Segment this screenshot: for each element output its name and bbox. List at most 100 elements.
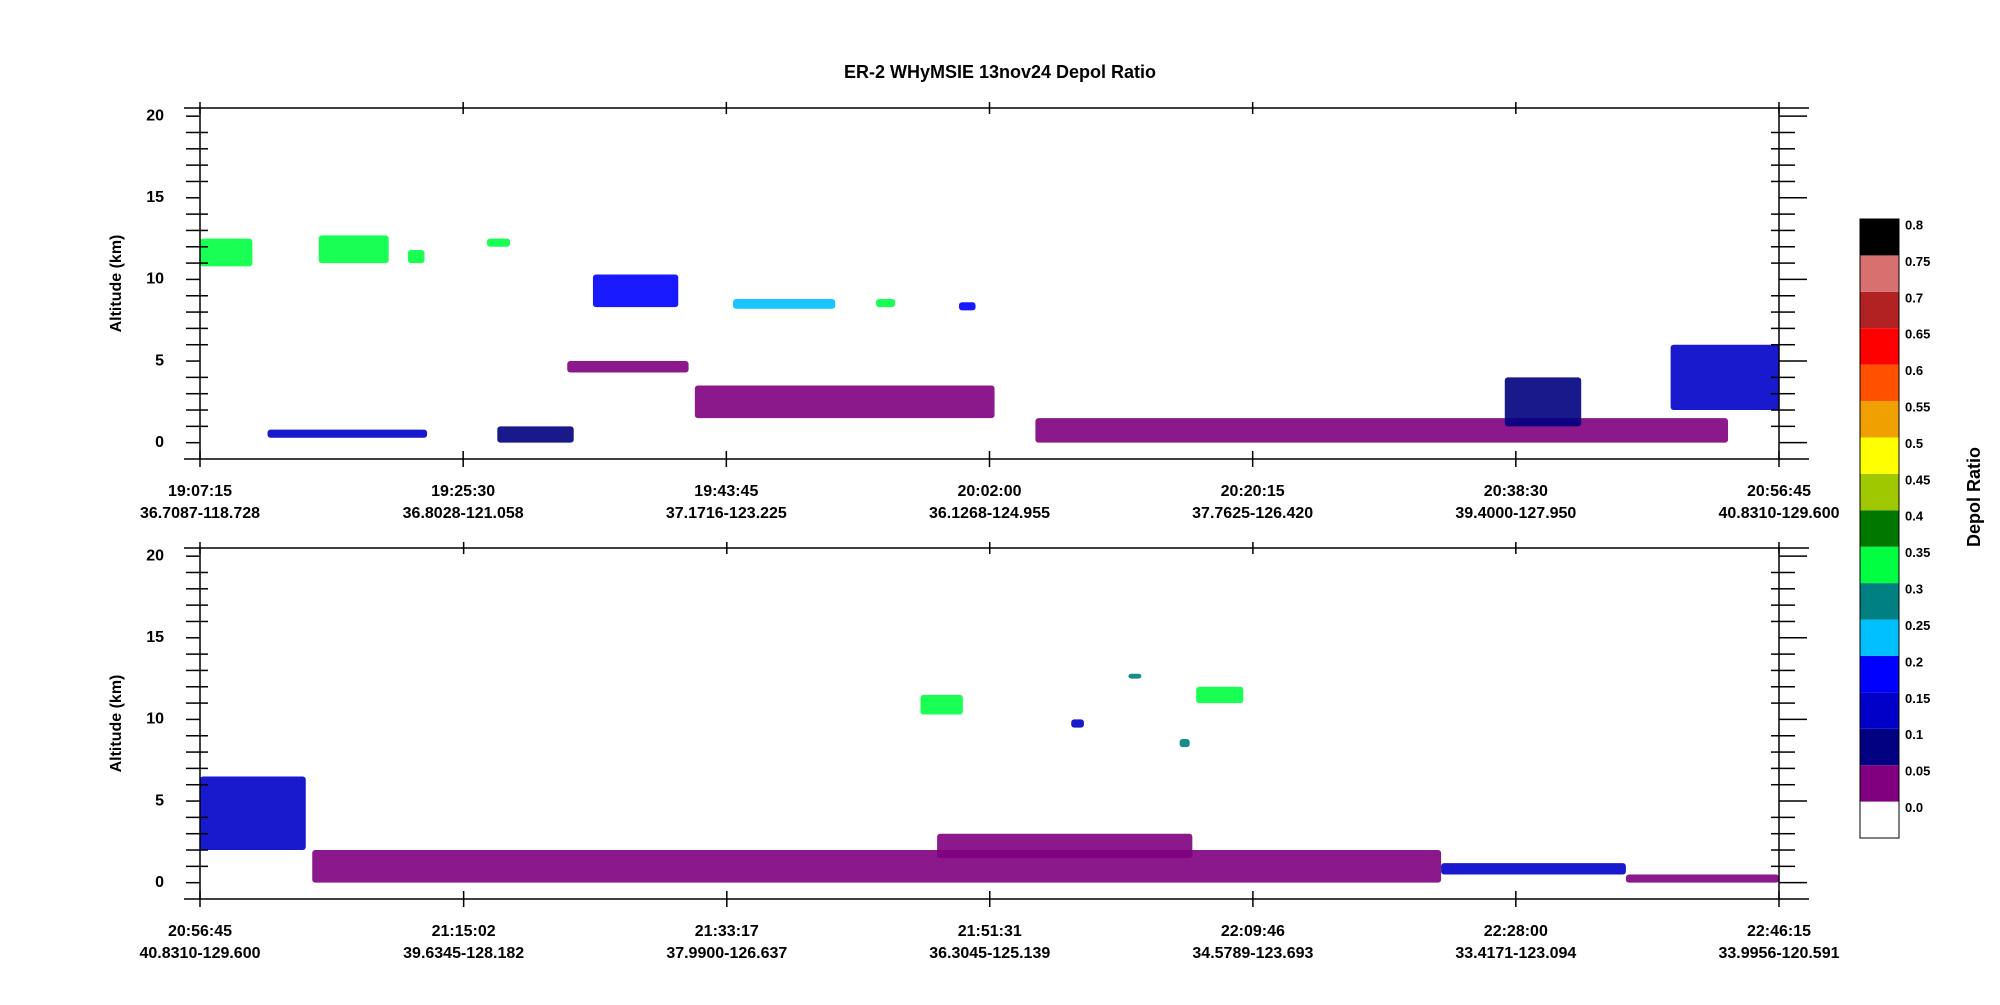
colorbar-tick-label: 0.2: [1905, 654, 1923, 669]
colorbar-swatch: [1860, 255, 1899, 292]
x-tick-time: 22:09:46: [1221, 923, 1285, 940]
depol-feature: [1625, 874, 1779, 883]
y-tick-label: 0: [155, 874, 164, 891]
colorbar-swatch: [1860, 401, 1899, 438]
depol-feature: [1071, 719, 1084, 728]
x-tick-time: 22:28:00: [1484, 923, 1548, 940]
y-tick-label: 15: [146, 189, 164, 206]
colorbar-swatch: [1860, 692, 1899, 729]
x-tick-location: 33.9956-120.591: [1719, 945, 1840, 962]
depol-feature: [312, 850, 1442, 883]
x-tick-location: 39.4000-127.950: [1455, 505, 1576, 522]
colorbar-tick-label: 0.0: [1905, 800, 1923, 815]
colorbar-label: Depol Ratio: [1964, 447, 1984, 547]
x-tick-location: 36.7087-118.728: [140, 505, 260, 522]
colorbar-swatch: [1860, 765, 1899, 802]
depol-feature: [267, 429, 428, 438]
depol-feature: [486, 238, 511, 247]
chart-title: ER-2 WHyMSIE 13nov24 Depol Ratio: [844, 62, 1156, 82]
x-tick-location: 36.1268-124.955: [929, 505, 1050, 522]
colorbar-swatch: [1860, 328, 1899, 365]
y-tick-label: 0: [155, 434, 164, 451]
colorbar-swatch: [1860, 546, 1899, 584]
x-tick-time: 20:56:45: [1747, 483, 1811, 500]
x-tick-location: 39.6345-128.182: [403, 945, 524, 962]
colorbar-swatch: [1860, 473, 1899, 511]
x-tick-time: 20:20:15: [1221, 483, 1285, 500]
colorbar-swatch: [1860, 510, 1899, 547]
x-tick-time: 20:02:00: [957, 483, 1021, 500]
depol-feature: [876, 299, 896, 308]
y-tick-label: 5: [155, 352, 164, 369]
colorbar-tick-label: 0.25: [1905, 618, 1930, 633]
depol-feature: [937, 833, 1193, 859]
y-axis-label: Altitude (km): [108, 235, 125, 333]
colorbar-swatch: [1860, 801, 1899, 838]
colorbar-swatch: [1860, 655, 1899, 693]
x-tick-time: 19:07:15: [168, 483, 232, 500]
colorbar-tick-label: 0.3: [1905, 582, 1923, 597]
x-tick-location: 37.9900-126.637: [666, 945, 787, 962]
depol-feature: [1179, 739, 1190, 748]
y-tick-label: 15: [146, 629, 164, 646]
x-tick-location: 37.1716-123.225: [666, 505, 787, 522]
depol-feature: [1441, 863, 1626, 875]
depol-feature: [200, 776, 306, 851]
colorbar-tick-label: 0.55: [1905, 399, 1930, 414]
x-tick-location: 37.7625-126.420: [1192, 505, 1313, 522]
x-tick-time: 20:56:45: [168, 923, 232, 940]
x-tick-location: 40.8310-129.600: [140, 945, 261, 962]
colorbar-tick-label: 0.7: [1905, 290, 1923, 305]
x-tick-time: 19:43:45: [694, 483, 758, 500]
colorbar-tick-label: 0.75: [1905, 254, 1930, 269]
x-tick-time: 19:25:30: [431, 483, 495, 500]
colorbar-tick-label: 0.15: [1905, 691, 1930, 706]
depol-feature: [497, 426, 574, 443]
x-tick-location: 40.8310-129.600: [1719, 505, 1840, 522]
x-tick-location: 34.5789-123.693: [1192, 945, 1313, 962]
y-tick-label: 20: [146, 107, 164, 124]
depol-feature: [920, 694, 963, 715]
y-tick-label: 10: [146, 711, 164, 728]
depol-feature: [567, 361, 689, 373]
x-tick-time: 20:38:30: [1484, 483, 1548, 500]
x-tick-time: 22:46:15: [1747, 923, 1811, 940]
depol-feature: [1196, 686, 1244, 704]
x-tick-location: 36.8028-121.058: [403, 505, 524, 522]
depol-feature: [200, 238, 253, 267]
y-tick-label: 20: [146, 547, 164, 564]
x-tick-time: 21:51:31: [958, 923, 1022, 940]
depol-feature: [407, 250, 425, 264]
colorbar-swatch: [1860, 291, 1899, 329]
colorbar-swatch: [1860, 728, 1899, 766]
depol-feature: [694, 385, 995, 419]
x-tick-location: 36.3045-125.139: [929, 945, 1050, 962]
y-tick-label: 5: [155, 792, 164, 809]
colorbar-tick-label: 0.1: [1905, 727, 1923, 742]
y-tick-label: 10: [146, 271, 164, 288]
colorbar-tick-label: 0.45: [1905, 472, 1930, 487]
y-axis-label: Altitude (km): [108, 675, 125, 773]
depol-feature: [592, 274, 679, 308]
colorbar-tick-label: 0.4: [1905, 509, 1924, 524]
depol-feature: [1035, 418, 1729, 443]
depol-feature: [1128, 673, 1142, 679]
colorbar-swatch: [1860, 619, 1899, 656]
colorbar-tick-label: 0.05: [1905, 764, 1930, 779]
colorbar-tick-label: 0.5: [1905, 436, 1923, 451]
depol-feature: [1504, 377, 1582, 427]
colorbar-tick-label: 0.35: [1905, 545, 1930, 560]
colorbar-frame: [1859, 218, 1900, 839]
x-tick-time: 21:15:02: [432, 923, 496, 940]
colorbar-tick-label: 0.8: [1905, 217, 1923, 232]
x-tick-location: 33.4171-123.094: [1455, 945, 1576, 962]
depol-feature: [958, 302, 976, 311]
depol-feature: [733, 299, 836, 309]
colorbar-swatch: [1860, 583, 1899, 620]
depol-feature: [1670, 344, 1779, 411]
colorbar-swatch: [1860, 219, 1899, 256]
colorbar-tick-label: 0.65: [1905, 327, 1930, 342]
depol-feature: [318, 235, 389, 264]
